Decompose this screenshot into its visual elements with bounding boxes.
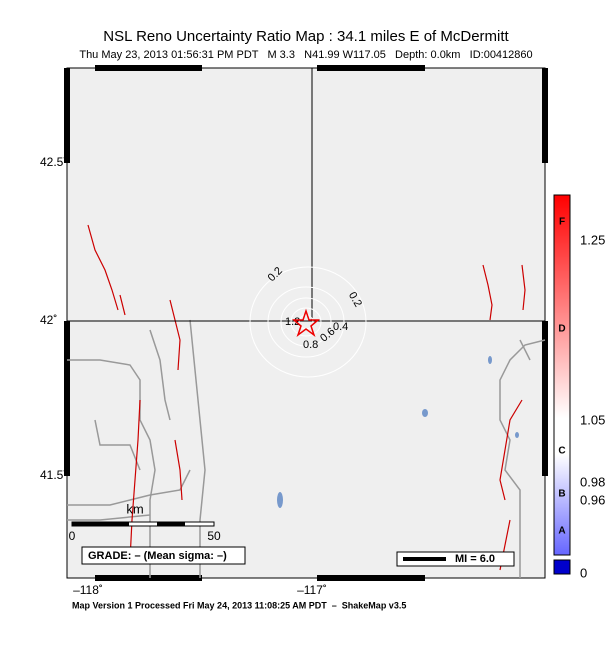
lat-label: 41.5˚ (40, 468, 67, 482)
colorbar-tick: 0 (580, 565, 587, 580)
map-frame (66, 67, 546, 579)
grade-box (81, 546, 246, 565)
lon-labels: –118˚ –117˚ (73, 583, 327, 597)
colorbar (553, 194, 571, 556)
scale-unit: km (126, 501, 143, 516)
colorbar-low (553, 559, 571, 575)
scale-start: 0 (69, 529, 76, 543)
colorbar-tick: 0.98 (580, 474, 605, 489)
scale-bar (72, 522, 129, 526)
contour-label: 0.4 (333, 321, 348, 333)
scale-bar (157, 522, 185, 526)
grade-letter: B (558, 489, 565, 500)
colorbar-tick: 1.05 (580, 412, 605, 427)
lakes (277, 356, 519, 508)
colorbar-tick: 1.25 (580, 232, 605, 247)
colorbar-tick: 0.96 (580, 492, 605, 507)
legend-label: MI = 6.0 (455, 553, 495, 565)
lat-label: 42˚ (40, 313, 57, 327)
grade-letter: A (558, 526, 565, 537)
colorbar-ticks: 1.25 1.05 0.98 0.96 0 (580, 232, 605, 580)
subtitle: Thu May 23, 2013 01:56:31 PM PDT M 3.3 N… (79, 49, 532, 61)
contour-label: 0.8 (303, 339, 318, 351)
roads (67, 319, 546, 578)
lon-label: –117˚ (297, 583, 327, 597)
lat-label: 42.5˚ (40, 155, 67, 169)
title: NSL Reno Uncertainty Ratio Map : 34.1 mi… (103, 28, 509, 45)
scale-end: 50 (207, 529, 221, 543)
grade-letter: D (558, 324, 565, 335)
grade-letter: C (558, 446, 565, 457)
lat-labels: 42.5˚ 42˚ 41.5˚ (40, 155, 67, 482)
grade: GRADE: – (Mean sigma: –) (88, 550, 227, 562)
grade-letter: F (559, 217, 565, 228)
epicenter (291, 308, 321, 338)
lon-label: –118˚ (73, 583, 103, 597)
footer: Map Version 1 Processed Fri May 24, 2013… (72, 600, 406, 610)
legend-box (396, 551, 515, 567)
contour-label: 1.2 (285, 316, 300, 328)
colorbar-letters: F D C B A (558, 217, 565, 537)
faults (87, 224, 526, 571)
frame-ticks (64, 65, 548, 581)
contours (249, 266, 367, 378)
grid-lines (67, 68, 545, 322)
